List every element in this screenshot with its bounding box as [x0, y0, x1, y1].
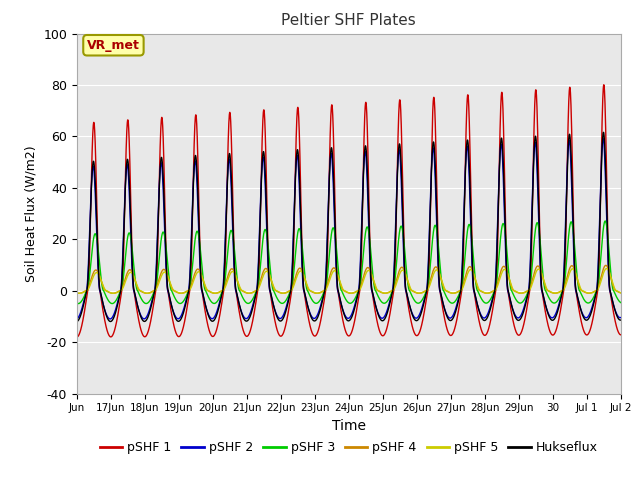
- pSHF 1: [184, 298, 192, 303]
- pSHF 4: [602, 263, 610, 268]
- pSHF 2: [501, 236, 509, 242]
- Line: pSHF 5: pSHF 5: [77, 268, 621, 293]
- Line: pSHF 2: pSHF 2: [77, 139, 621, 319]
- X-axis label: Time: Time: [332, 419, 366, 433]
- pSHF 4: [534, 263, 541, 269]
- pSHF 1: [419, 319, 426, 325]
- pSHF 1: [617, 332, 625, 338]
- Title: Peltier SHF Plates: Peltier SHF Plates: [282, 13, 416, 28]
- pSHF 3: [184, 288, 192, 294]
- pSHF 2: [534, 190, 541, 195]
- pSHF 3: [617, 300, 625, 305]
- pSHF 3: [467, 225, 474, 231]
- Hukseflux: [73, 319, 81, 324]
- pSHF 2: [184, 288, 192, 294]
- pSHF 5: [611, 287, 619, 292]
- pSHF 4: [75, 290, 83, 296]
- pSHF 5: [603, 265, 611, 271]
- pSHF 4: [617, 290, 625, 296]
- Hukseflux: [611, 307, 619, 312]
- pSHF 5: [467, 267, 474, 273]
- pSHF 5: [76, 290, 83, 296]
- pSHF 2: [73, 316, 81, 322]
- Line: pSHF 1: pSHF 1: [77, 85, 621, 337]
- Line: Hukseflux: Hukseflux: [77, 132, 621, 322]
- Hukseflux: [534, 169, 541, 175]
- Line: pSHF 3: pSHF 3: [77, 221, 621, 303]
- pSHF 3: [602, 218, 609, 224]
- pSHF 1: [600, 82, 607, 88]
- pSHF 2: [106, 316, 114, 322]
- pSHF 1: [611, 317, 619, 323]
- pSHF 1: [467, 162, 474, 168]
- pSHF 3: [534, 221, 541, 227]
- pSHF 1: [73, 334, 81, 340]
- Legend: pSHF 1, pSHF 2, pSHF 3, pSHF 4, pSHF 5, Hukseflux: pSHF 1, pSHF 2, pSHF 3, pSHF 4, pSHF 5, …: [95, 436, 603, 459]
- pSHF 2: [611, 307, 619, 312]
- pSHF 2: [419, 303, 426, 309]
- pSHF 5: [419, 290, 426, 296]
- pSHF 2: [467, 214, 474, 220]
- pSHF 1: [534, 129, 541, 134]
- pSHF 4: [184, 288, 192, 293]
- pSHF 4: [611, 287, 619, 293]
- Hukseflux: [501, 216, 509, 222]
- pSHF 5: [617, 290, 625, 296]
- pSHF 3: [73, 300, 81, 306]
- Line: pSHF 4: pSHF 4: [77, 265, 621, 293]
- pSHF 3: [611, 291, 619, 297]
- pSHF 5: [534, 266, 541, 272]
- Y-axis label: Soil Heat Flux (W/m2): Soil Heat Flux (W/m2): [25, 145, 38, 282]
- Text: VR_met: VR_met: [87, 39, 140, 52]
- pSHF 5: [73, 290, 81, 296]
- pSHF 3: [419, 297, 426, 302]
- Hukseflux: [184, 290, 192, 296]
- pSHF 4: [73, 290, 81, 296]
- pSHF 4: [419, 289, 426, 295]
- Hukseflux: [467, 193, 474, 199]
- pSHF 3: [74, 300, 82, 306]
- Hukseflux: [600, 130, 607, 135]
- pSHF 4: [467, 264, 474, 270]
- pSHF 5: [501, 267, 509, 273]
- pSHF 3: [501, 229, 509, 235]
- pSHF 2: [599, 136, 607, 142]
- pSHF 4: [501, 264, 509, 270]
- Hukseflux: [617, 317, 625, 323]
- Hukseflux: [419, 306, 426, 312]
- pSHF 1: [501, 195, 509, 201]
- pSHF 5: [184, 288, 192, 294]
- pSHF 2: [617, 315, 625, 321]
